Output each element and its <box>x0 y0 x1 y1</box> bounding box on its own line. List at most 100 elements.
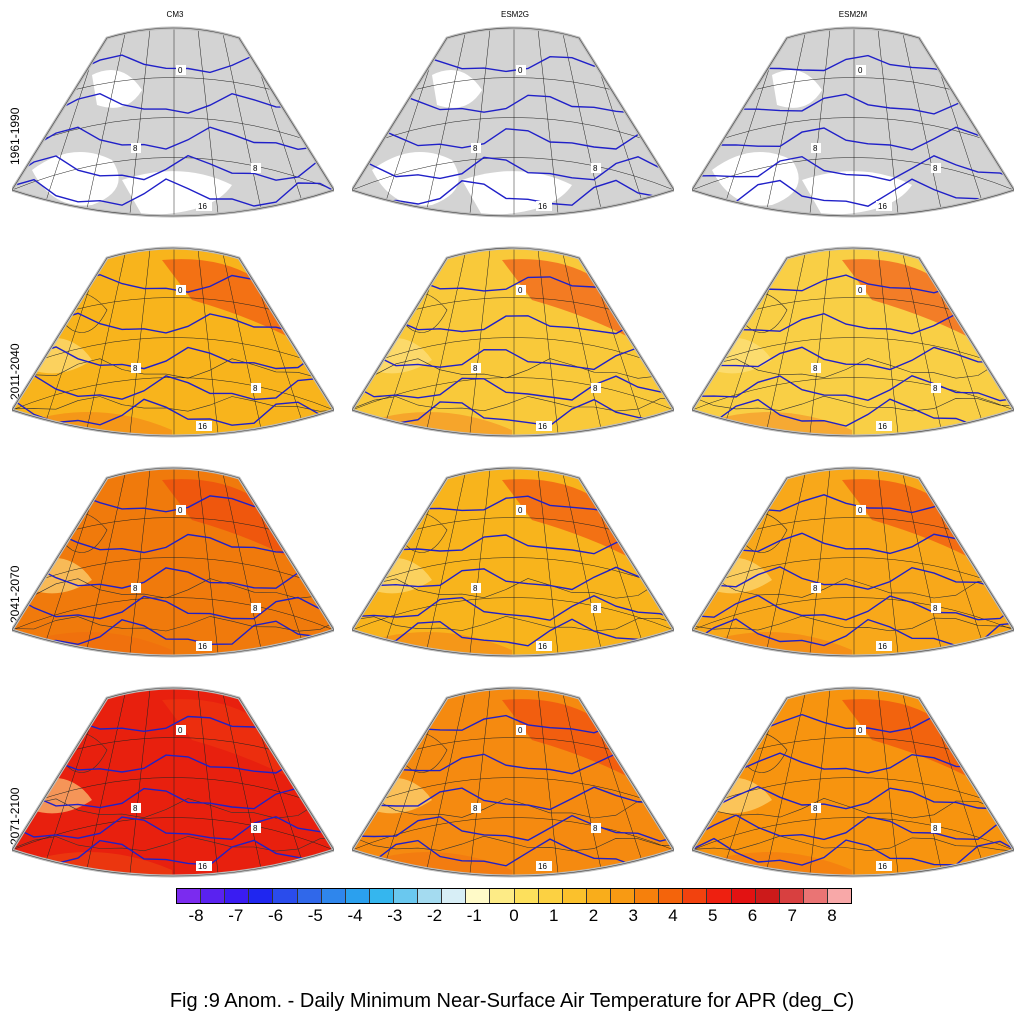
colorbar-swatch <box>803 889 828 903</box>
contour-label: 0 <box>178 286 183 295</box>
colorbar-swatch <box>273 889 298 903</box>
contour-label-box <box>931 603 941 613</box>
map-panel-esm2m-2011-2040: 0 8 8 16 <box>692 246 1014 438</box>
contour-label-box <box>516 65 526 75</box>
contour-label-box <box>811 583 821 593</box>
map-panel-esm2g-2071-2100: 0 8 8 16 <box>352 686 674 878</box>
contour-label: 8 <box>933 384 938 393</box>
colorbar-tick-label: 3 <box>628 906 638 925</box>
contour-label: 8 <box>253 604 258 613</box>
map-panel-esm2g-2011-2040: 0 8 8 16 <box>352 246 674 438</box>
colorbar-tick-label: 4 <box>668 906 678 925</box>
map-panel-cm3-2011-2040: 0 8 8 16 <box>12 246 334 438</box>
contour-label: 16 <box>198 642 207 651</box>
contour-label: 0 <box>858 286 863 295</box>
contour-label: 16 <box>198 422 207 431</box>
contour-label: 16 <box>878 422 887 431</box>
colorbar-swatch <box>586 889 611 903</box>
contour-label-box <box>196 861 212 871</box>
map-panel-cm3-2041-2070: 0 8 8 16 <box>12 466 334 658</box>
contour-label-box <box>876 201 892 211</box>
contour-label: 0 <box>178 726 183 735</box>
contour-label: 8 <box>133 804 138 813</box>
map-panel-esm2g-1961-1990: 0 8 8 16 <box>352 26 674 218</box>
colorbar-tick-label: 6 <box>747 906 758 925</box>
contour-label: 8 <box>813 584 818 593</box>
contour-label-box <box>591 383 601 393</box>
contour-label-box <box>591 823 601 833</box>
colorbar-swatch <box>249 889 274 903</box>
contour-label-box <box>856 725 866 735</box>
contour-label-box <box>876 861 892 871</box>
contour-label-box <box>196 201 212 211</box>
colorbar-tick-label: 0 <box>509 906 519 925</box>
colorbar-swatch <box>538 889 563 903</box>
contour-label: 16 <box>878 202 887 211</box>
contour-label: 8 <box>133 584 138 593</box>
colorbar-tick-label: -3 <box>387 906 403 925</box>
contour-label-box <box>131 803 141 813</box>
contour-label: 8 <box>933 824 938 833</box>
contour-label: 8 <box>593 164 598 173</box>
colorbar-swatch <box>610 889 636 903</box>
colorbar-swatch <box>201 889 226 903</box>
contour-label-box <box>251 383 261 393</box>
contour-label-box <box>471 583 481 593</box>
contour-label-box <box>536 861 552 871</box>
contour-label-box <box>196 641 212 651</box>
colorbar-swatch <box>635 889 660 903</box>
colorbar-tick-label: -8 <box>188 906 204 925</box>
colorbar-tick-label: -6 <box>267 906 284 925</box>
colorbar-swatch <box>659 889 684 903</box>
contour-label: 8 <box>473 584 478 593</box>
contour-label-box <box>536 201 552 211</box>
contour-label-box <box>251 603 261 613</box>
contour-label: 8 <box>813 804 818 813</box>
contour-label-box <box>811 803 821 813</box>
contour-label: 16 <box>878 862 887 871</box>
contour-label-box <box>196 421 212 431</box>
contour-label-box <box>811 363 821 373</box>
contour-label-box <box>536 641 552 651</box>
contour-label-box <box>471 803 481 813</box>
contour-label-box <box>131 583 141 593</box>
colorbar-swatch <box>466 889 491 903</box>
contour-label: 16 <box>198 862 207 871</box>
colorbar-swatch <box>707 889 732 903</box>
map-panel-esm2m-2041-2070: 0 8 8 16 <box>692 466 1014 658</box>
map-panel-cm3-1961-1990: 0 8 8 16 <box>12 26 334 218</box>
colorbar-tick-label: 5 <box>708 906 718 925</box>
contour-label-box <box>516 285 526 295</box>
contour-label: 16 <box>198 202 207 211</box>
colorbar-tick-label: -2 <box>426 906 443 925</box>
colorbar-tick-label: -4 <box>347 906 363 925</box>
colorbar-swatch <box>779 889 804 903</box>
contour-label-box <box>811 143 821 153</box>
colorbar-swatch <box>514 889 539 903</box>
contour-label-box <box>536 421 552 431</box>
colorbar-swatch <box>369 889 394 903</box>
colorbar-tick-label: 7 <box>787 906 797 925</box>
colorbar-tick-label: 1 <box>549 906 559 925</box>
contour-label-box <box>176 725 186 735</box>
contour-label: 8 <box>933 164 938 173</box>
colorbar-tick-label: -1 <box>466 906 482 925</box>
map-panel-esm2g-2041-2070: 0 8 8 16 <box>352 466 674 658</box>
colorbar-swatch <box>297 889 322 903</box>
contour-label-box <box>591 163 601 173</box>
colorbar-swatch <box>442 889 467 903</box>
contour-label: 0 <box>858 66 863 75</box>
contour-label: 8 <box>473 364 478 373</box>
contour-label: 0 <box>858 506 863 515</box>
contour-label-box <box>856 285 866 295</box>
contour-label-box <box>251 163 261 173</box>
contour-label-box <box>856 505 866 515</box>
contour-label: 8 <box>813 144 818 153</box>
colorbar-swatch <box>755 889 780 903</box>
colorbar-swatch <box>345 889 370 903</box>
contour-label-box <box>176 285 186 295</box>
contour-label-box <box>516 505 526 515</box>
map-panel-cm3-2071-2100: 0 8 8 16 <box>12 686 334 878</box>
colorbar-tick-label: 8 <box>827 906 837 925</box>
colorbar-swatch <box>562 889 587 903</box>
